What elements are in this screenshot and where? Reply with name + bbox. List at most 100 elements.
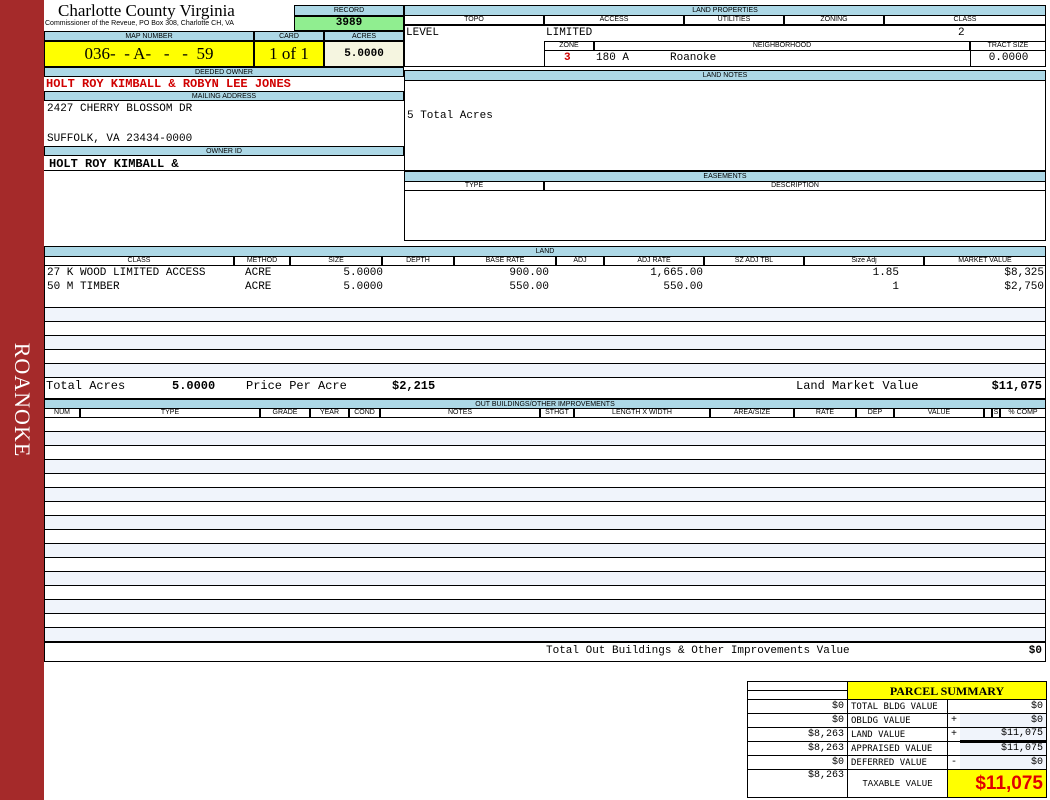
land-base-rate: 550.00 (509, 281, 549, 293)
summary-operator (947, 741, 961, 756)
land-row-empty (44, 322, 1046, 336)
record-label: RECORD (294, 5, 404, 16)
land-row: 27 K WOOD LIMITED ACCESS ACRE 5.0000 900.00… (44, 266, 1046, 280)
land-column-header: SZ ADJ TBL (704, 256, 804, 266)
neighborhood-label: NEIGHBORHOOD (594, 41, 970, 51)
land-size: 5.0000 (343, 267, 383, 279)
summary-value: $0 (960, 699, 1048, 714)
summary-label: APPRAISED VALUE (847, 741, 948, 756)
outbuildings-column-header: YEAR (310, 408, 349, 418)
land-column-header: SIZE (290, 256, 382, 266)
outbuildings-row-empty (44, 572, 1046, 586)
outbuildings-column-header (984, 408, 992, 418)
land-totals-row (44, 376, 1046, 398)
outbuildings-row-empty (44, 530, 1046, 544)
land-row-empty (44, 350, 1046, 364)
land-adj-rate: 550.00 (663, 281, 703, 293)
land-row: 50 M TIMBER ACRE 5.0000 550.00 550.00 1 $2,750 (44, 280, 1046, 294)
owner-id: HOLT ROY KIMBALL & (49, 157, 179, 171)
outbuildings-column-header: NUM (44, 408, 80, 418)
land-method: ACRE (245, 281, 272, 293)
deeded-owner: HOLT ROY KIMBALL & ROBYN LEE JONES (46, 77, 291, 91)
land-base-rate: 900.00 (509, 267, 549, 279)
outbuildings-column-header: DEP (856, 408, 894, 418)
land-size: 5.0000 (343, 281, 383, 293)
divider (44, 170, 404, 171)
county-title: Charlotte County Virginia (58, 1, 235, 20)
mailing-address-label: MAILING ADDRESS (44, 91, 404, 101)
summary-value: $11,075 (960, 740, 1048, 756)
land-market-value: $11,075 (991, 379, 1042, 393)
address-line-1: 2427 CHERRY BLOSSOM DR (47, 103, 193, 115)
land-column-header: BASE RATE (454, 256, 556, 266)
tract-size-value: 0.0000 (970, 50, 1046, 67)
outbuildings-column-header: % COMP (1000, 408, 1046, 418)
land-class: 27 K WOOD LIMITED ACCESS (47, 267, 206, 279)
land-market-value: $8,325 (1004, 267, 1044, 279)
land-row-empty (44, 308, 1046, 322)
outbuildings-total: $0 (1028, 645, 1042, 657)
tract-size-label: TRACT SIZE (970, 41, 1046, 51)
utilities-label: UTILITIES (684, 15, 784, 25)
land-column-header: METHOD (234, 256, 290, 266)
outbuildings-row-empty (44, 460, 1046, 474)
total-acres-label: Total Acres (46, 379, 126, 393)
outbuildings-row-empty (44, 474, 1046, 488)
summary-value: $0 (960, 755, 1048, 770)
outbuildings-row-empty (44, 488, 1046, 502)
outbuildings-column-header: S (992, 408, 1000, 418)
land-row-empty (44, 336, 1046, 350)
topo-label: TOPO (404, 15, 544, 25)
land-class: 50 M TIMBER (47, 281, 120, 293)
summary-label: DEFERRED VALUE (847, 755, 948, 770)
outbuildings-row-empty (44, 432, 1046, 446)
summary-left-value: $0 (747, 699, 848, 714)
access-value: LIMITED (546, 27, 593, 39)
taxable-value-label: TAXABLE VALUE (847, 769, 948, 798)
record-number: 3989 (294, 16, 404, 31)
topo-value: LEVEL (406, 27, 440, 39)
outbuildings-column-header: GRADE (260, 408, 310, 418)
outbuildings-column-header: AREA/SIZE (710, 408, 794, 418)
outbuildings-row-empty (44, 418, 1046, 432)
total-acres: 5.0000 (172, 379, 216, 393)
card-number: 1 of 1 (254, 41, 324, 67)
outbuildings-total-label: Total Out Buildings & Other Improvements… (546, 645, 850, 657)
summary-left-value: $8,263 (747, 727, 848, 742)
land-method: ACRE (245, 267, 272, 279)
summary-value: $11,075 (960, 727, 1048, 742)
summary-left-value: $0 (747, 755, 848, 770)
zoning-label: ZONING (784, 15, 884, 25)
summary-value: $0 (960, 713, 1048, 728)
summary-left-value: $0 (747, 713, 848, 728)
summary-operator: + (947, 727, 961, 742)
outbuildings-row-empty (44, 558, 1046, 572)
owner-id-label: OWNER ID (44, 146, 404, 156)
land-adj-rate: 1,665.00 (650, 267, 703, 279)
outbuildings-row-empty (44, 614, 1046, 628)
outbuildings-column-header: VALUE (894, 408, 984, 418)
outbuildings-row-empty (44, 502, 1046, 516)
outbuildings-row-empty (44, 516, 1046, 530)
summary-left-value: $8,263 (747, 741, 848, 756)
map-number-label: MAP NUMBER (44, 31, 254, 41)
summary-label: OBLDG VALUE (847, 713, 948, 728)
outbuildings-column-header: NOTES (380, 408, 540, 418)
class-value: 2 (958, 27, 965, 39)
neighborhood-code: 180 A (596, 52, 630, 64)
land-market-value: $2,750 (1004, 281, 1044, 293)
outbuildings-row-empty (44, 586, 1046, 600)
summary-operator (947, 699, 961, 714)
zone-cell (544, 50, 970, 67)
summary-operator: - (947, 755, 961, 770)
neighborhood-name: Roanoke (670, 52, 717, 64)
summary-label: LAND VALUE (847, 727, 948, 742)
district-label: ROANOKE (10, 342, 35, 458)
easements-box (404, 190, 1046, 241)
outbuildings-column-header: STHGT (540, 408, 574, 418)
outbuildings-row-empty (44, 446, 1046, 460)
summary-taxable-left: $8,263 (747, 769, 848, 798)
taxable-value: $11,075 (947, 769, 1047, 798)
card-label: CARD (254, 31, 324, 41)
land-column-header: ADJ (556, 256, 604, 266)
